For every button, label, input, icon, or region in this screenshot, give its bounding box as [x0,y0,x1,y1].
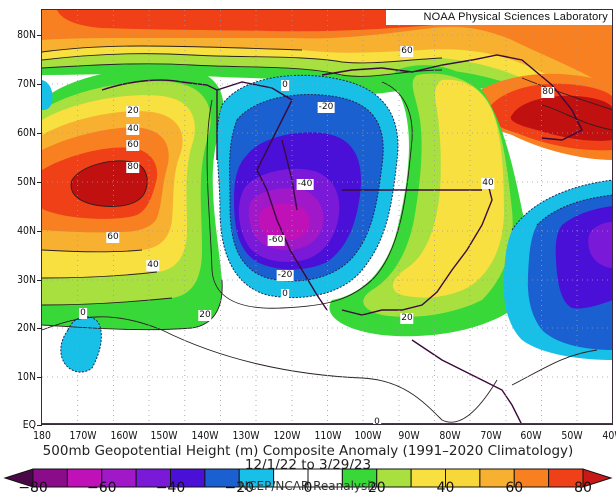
lat-label: 80N [17,28,36,41]
lat-tick [37,280,42,281]
contour-label: 0 [79,308,87,319]
contour-label: 0 [281,289,289,300]
lon-label: 70W [480,429,502,442]
contour-label: 20 [198,310,212,321]
lat-label: 70N [17,77,36,90]
lon-label: 110W [313,429,342,442]
contour-label: 0 [281,80,289,91]
lat-label: EQ [22,418,36,431]
data-source: NCEP/NCAR Reanalysis [239,479,377,493]
lon-label: 50W [561,429,583,442]
lat-tick [37,328,42,329]
contour-label: 80 [126,162,140,173]
lat-label: 60N [17,126,36,139]
contour-label: 0 [373,417,381,425]
lat-label: 40N [17,224,36,237]
contour-label: 80 [541,87,555,98]
colorbar-tick-label: 0 [303,480,313,496]
lat-tick [37,133,42,134]
contour-label: -20 [317,102,335,113]
lat-tick [37,182,42,183]
contour-label: 40 [146,260,160,271]
lat-label: 10N [17,370,36,383]
contour-label: 20 [126,106,140,117]
map-title: 500mb Geopotential Height (m) Composite … [42,443,574,459]
lon-label: 180 [33,429,51,442]
contour-label: 40 [481,178,495,189]
contour-label: -60 [267,235,285,246]
contour-label: -40 [296,179,314,190]
lon-label: 140W [191,429,219,442]
contour-label: 60 [400,46,414,57]
colorbar-tick-label: 20 [367,480,386,496]
colorbar-tick-label: −40 [155,480,186,496]
lat-tick [37,425,42,426]
contour-label: 60 [106,232,120,243]
colorbar-tick-label: −60 [86,480,117,496]
lon-label: 80W [439,429,461,442]
colorbar-tick-label: 60 [505,480,524,496]
colorbar-tick-label: 40 [436,480,455,496]
lon-label: 90W [398,429,420,442]
lon-label: 170W [69,429,97,442]
lon-label: 130W [232,429,260,442]
lat-tick [37,84,42,85]
credit-label: NOAA Physical Sciences Laboratory [386,10,612,25]
lat-tick [37,35,42,36]
lat-tick [37,377,42,378]
lon-label: 120W [273,429,301,442]
lon-label: 60W [520,429,542,442]
colorbar [0,468,616,488]
contour-label: 60 [126,140,140,151]
lon-label: 100W [354,429,382,442]
colorbar-tick-label: −80 [18,480,48,496]
lon-label: 40W [602,429,616,442]
contour-label: 40 [126,124,140,135]
colorbar-tick-label: −20 [224,480,255,496]
lat-label: 30N [17,273,36,286]
colorbar-tick-label: 80 [574,480,592,496]
contour-label: -20 [276,270,294,281]
anomaly-map: 20 40 60 80 60 40 20 0 0 -20 -40 -60 -20 0 20 40 60 80 0 [42,10,613,425]
lat-tick [37,231,42,232]
lat-label: 20N [17,321,36,334]
lon-label: 150W [150,429,178,442]
lat-label: 50N [17,175,36,188]
contour-label: 20 [400,313,414,324]
lon-label: 160W [110,429,138,442]
